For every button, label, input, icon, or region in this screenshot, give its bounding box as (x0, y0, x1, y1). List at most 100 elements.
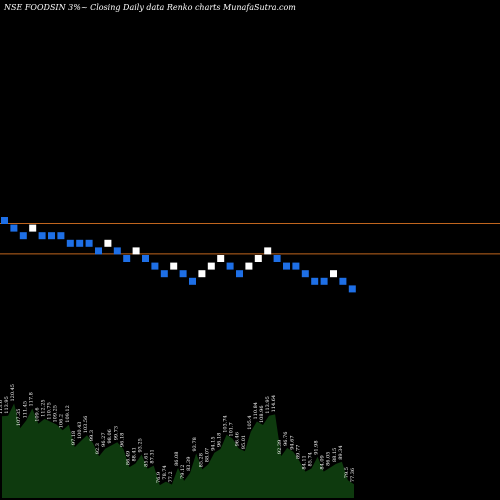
volume-label: 88.41 (132, 447, 138, 461)
volume-label: 113.95 (265, 396, 271, 414)
renko-brick-down (113, 247, 121, 255)
volume-label: 106.2 (59, 414, 65, 428)
volume-label: 88.15 (332, 448, 338, 462)
volume-label: 86.05 (326, 452, 332, 466)
volume-label: 86.49 (125, 451, 131, 465)
volume-label: 93.78 (192, 437, 198, 451)
volume-label: 109.6 (34, 407, 40, 421)
volume-label: 96.76 (283, 432, 289, 446)
volume-label: 78.74 (162, 465, 168, 479)
volume-label: 84.09 (320, 455, 326, 469)
renko-brick-up (217, 255, 225, 262)
volume-label: 103.74 (223, 415, 229, 433)
volume-label: 79.12 (180, 465, 186, 479)
renko-brick-up (104, 239, 112, 247)
volume-label: 85.61 (144, 452, 150, 466)
volume-label: 99.73 (113, 426, 119, 440)
renko-brick-up (132, 247, 140, 255)
renko-brick-down (189, 277, 196, 285)
volume-label: 103.56 (83, 416, 89, 434)
renko-brick-up (198, 270, 206, 278)
volume-label: 95.01 (241, 435, 247, 449)
volume-label: 89.34 (338, 445, 344, 459)
volume-label: 110.75 (47, 402, 53, 420)
volume-label: 85.28 (198, 453, 204, 467)
volume-label: 97.18 (71, 431, 77, 445)
renko-brick-down (226, 262, 234, 270)
renko-brick-down (292, 262, 300, 270)
volume-label: 105.4 (247, 415, 253, 429)
renko-brick-down (76, 239, 84, 247)
renko-brick-down (301, 270, 309, 278)
renko-brick-down (95, 247, 102, 255)
volume-label: 107.35 (16, 409, 22, 427)
volume-label: 96.27 (101, 432, 107, 446)
volume-label: 91.98 (314, 440, 320, 454)
volume-label: 89.77 (295, 445, 301, 459)
renko-brick-down (311, 277, 319, 285)
renko-brick-down (320, 277, 328, 285)
renko-brick-down (273, 255, 281, 262)
volume-label: 96.18 (119, 433, 125, 447)
renko-brick-up (245, 262, 253, 270)
renko-brick-down (339, 277, 347, 285)
volume-label: 96.18 (217, 433, 223, 447)
volume-label: 113.95 (4, 396, 10, 414)
renko-brick-down (142, 255, 149, 262)
renko-brick-down (123, 255, 131, 262)
volume-label: 108.96 (259, 406, 265, 424)
volume-label: 88.07 (204, 448, 210, 462)
volume-label: 109.25 (53, 405, 59, 423)
volume-label: 94.67 (289, 435, 295, 449)
renko-brick-down (48, 232, 55, 240)
renko-brick-down (160, 270, 168, 278)
renko-brick-up (29, 224, 37, 232)
renko-brick-down (19, 232, 27, 240)
renko-brick-down (348, 285, 356, 293)
renko-brick-down (66, 239, 74, 247)
renko-brick-down (151, 262, 159, 270)
volume-label: 93.25 (138, 438, 144, 452)
volume-label: 112.25 (41, 399, 47, 417)
renko-brick-down (38, 232, 46, 240)
renko-brick-down (10, 224, 18, 232)
volume-label: 94.15 (210, 436, 216, 450)
volume-label: 109.12 (65, 405, 71, 423)
renko-brick-down (57, 232, 65, 240)
volume-label: 84.11 (301, 455, 307, 469)
volume-label: 83.39 (186, 457, 192, 471)
volume-label: 114.64 (271, 395, 277, 413)
renko-brick-down (179, 270, 187, 278)
renko-brick-up (264, 247, 272, 255)
renko-brick-up (207, 262, 215, 270)
volume-label: 77.2 (168, 471, 174, 482)
volume-label: 99.3 (89, 430, 95, 441)
volume-label: 77.36 (350, 468, 356, 482)
renko-brick-down (1, 217, 8, 224)
volume-label: 85.74 (308, 452, 314, 466)
volume-label: 120.45 (10, 384, 16, 402)
volume-label: 100.43 (77, 422, 83, 440)
volume-label: 101.7 (229, 422, 235, 436)
volume-area (2, 403, 354, 498)
volume-label: 110.84 (253, 402, 259, 420)
renko-brick-down (236, 270, 243, 278)
volume-label: 87.31 (150, 449, 156, 463)
renko-brick-up (170, 262, 178, 270)
volume-label: 113.6 (0, 400, 4, 414)
volume-label: 111.45 (22, 401, 28, 419)
volume-label: 79.5 (344, 467, 350, 478)
volume-label: 92.3 (95, 443, 101, 454)
renko-brick-up (254, 255, 262, 262)
volume-label: 86.08 (174, 452, 180, 466)
renko-brick-down (85, 239, 93, 247)
renko-brick-down (283, 262, 290, 270)
volume-label: 98.06 (107, 429, 113, 443)
chart-title: NSE FOODSIN 3%~ Closing Daily data Renko… (4, 3, 296, 12)
volume-label: 92.39 (277, 440, 283, 454)
volume-label: 117.8 (28, 392, 34, 406)
volume-label: 96.46 (235, 432, 241, 446)
volume-label: 76.9 (156, 472, 162, 483)
renko-brick-up (330, 270, 337, 278)
